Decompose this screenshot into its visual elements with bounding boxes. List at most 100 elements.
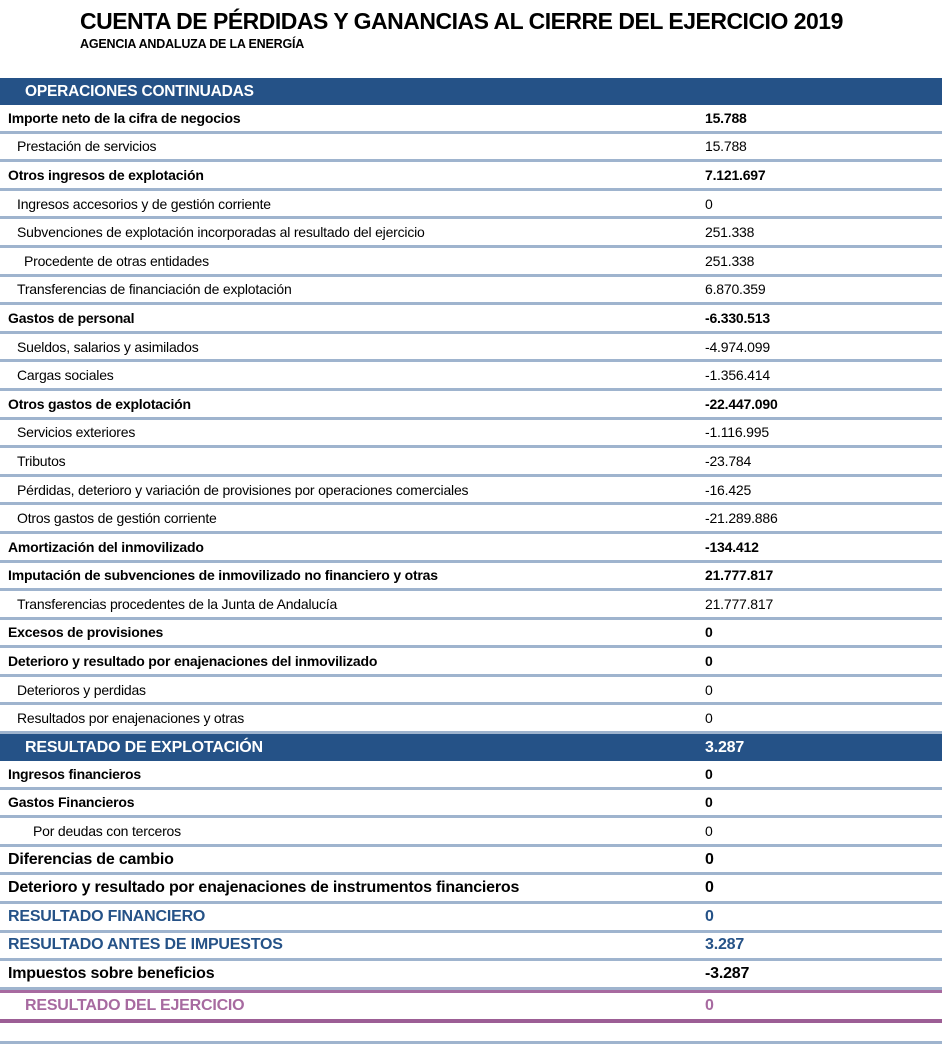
- row-label: Sueldos, salarios y asimilados: [17, 338, 199, 355]
- row-value: 251.338: [705, 224, 755, 241]
- row-label: Por deudas con terceros: [33, 823, 181, 840]
- table-row: Deterioro y resultado por enajenaciones …: [0, 875, 942, 905]
- row-value: -1.356.414: [705, 367, 770, 384]
- row-value: -22.447.090: [705, 395, 778, 412]
- row-label: Gastos de personal: [8, 309, 135, 326]
- table-row: Excesos de provisiones 0: [0, 619, 942, 649]
- row-label: Servicios exteriores: [17, 424, 136, 441]
- table-row: RESULTADO ANTES DE IMPUESTOS 3.287: [0, 932, 942, 962]
- row-value: -1.116.995: [705, 424, 769, 441]
- table-row: Deterioros y perdidas 0: [0, 676, 942, 706]
- row-label: Resultados por enajenaciones y otras: [17, 710, 245, 727]
- row-label: Tributos: [17, 452, 66, 469]
- row-label: Pérdidas, deterioro y variación de provi…: [17, 481, 469, 498]
- row-value: -3.287: [705, 965, 750, 983]
- row-value: 0: [705, 195, 713, 212]
- row-value: 0: [705, 653, 713, 670]
- row-value: 0: [705, 850, 714, 868]
- table-row: Por deudas con terceros 0: [0, 818, 942, 847]
- row-value: 0: [705, 765, 713, 782]
- table-row: RESULTADO FINANCIERO 0: [0, 904, 942, 933]
- row-label: Deterioro y resultado por enajenaciones …: [8, 653, 378, 670]
- row-value: 3.287: [705, 936, 745, 954]
- row-value: 3.287: [705, 738, 745, 756]
- row-label: Deterioros y perdidas: [17, 681, 146, 698]
- row-label: Amortización del inmovilizado: [8, 538, 204, 555]
- section-header-label: OPERACIONES CONTINUADAS: [25, 82, 254, 100]
- table-row: RESULTADO DE EXPLOTACIÓN 3.287: [0, 734, 942, 762]
- row-label: Deterioro y resultado por enajenaciones …: [8, 879, 520, 897]
- table-body: Importe neto de la cifra de negocios 15.7…: [0, 105, 942, 1023]
- section-header-band: OPERACIONES CONTINUADAS: [0, 78, 942, 105]
- profit-loss-table: OPERACIONES CONTINUADAS Importe neto de …: [0, 78, 942, 1044]
- table-row: Transferencias de financiación de explot…: [0, 276, 942, 306]
- row-value: 15.788: [705, 138, 747, 155]
- row-label: Cargas sociales: [17, 367, 114, 384]
- table-row: Tributos -23.784: [0, 448, 942, 477]
- row-label: Otros ingresos de explotación: [8, 166, 204, 183]
- row-value: 251.338: [705, 252, 755, 269]
- row-label: Impuestos sobre beneficios: [8, 965, 215, 983]
- row-label: Imputación de subvenciones de inmoviliza…: [8, 567, 438, 584]
- row-value: -134.412: [705, 538, 759, 555]
- table-row: Impuestos sobre beneficios -3.287: [0, 961, 942, 990]
- row-value: -6.330.513: [705, 309, 770, 326]
- table-row: Subvenciones de explotación incorporadas…: [0, 219, 942, 248]
- table-row: Sueldos, salarios y asimilados -4.974.099: [0, 333, 942, 363]
- row-value: 7.121.697: [705, 166, 766, 183]
- row-label: Transferencias de financiación de explot…: [17, 281, 292, 298]
- table-row: Ingresos financieros 0: [0, 761, 942, 790]
- table-row: Prestación de servicios 15.788: [0, 133, 942, 163]
- row-value: 0: [705, 710, 713, 727]
- table-row: Transferencias procedentes de la Junta d…: [0, 591, 942, 620]
- table-row: Pérdidas, deterioro y variación de provi…: [0, 476, 942, 506]
- row-label: Excesos de provisiones: [8, 624, 164, 641]
- row-label: Otros gastos de explotación: [8, 395, 191, 412]
- row-label: Importe neto de la cifra de negocios: [8, 109, 241, 126]
- row-value: 0: [705, 681, 713, 698]
- row-label: Prestación de servicios: [17, 138, 157, 155]
- row-value: 0: [705, 879, 714, 897]
- row-label: Otros gastos de gestión corriente: [17, 510, 217, 527]
- row-value: 0: [705, 907, 714, 925]
- row-value: -21.289.886: [705, 510, 778, 527]
- row-value: 0: [705, 996, 714, 1014]
- row-label: Gastos Financieros: [8, 794, 135, 811]
- row-label: RESULTADO ANTES DE IMPUESTOS: [8, 936, 283, 954]
- row-label: Ingresos accesorios y de gestión corrien…: [17, 195, 271, 212]
- table-row: Gastos de personal -6.330.513: [0, 305, 942, 334]
- row-value: -16.425: [705, 481, 752, 498]
- table-row: Gastos Financieros 0: [0, 789, 942, 819]
- row-value: 6.870.359: [705, 281, 766, 298]
- table-row: Importe neto de la cifra de negocios 15.7…: [0, 105, 942, 134]
- table-row: Ingresos accesorios y de gestión corrien…: [0, 190, 942, 220]
- table-row: Cargas sociales -1.356.414: [0, 362, 942, 391]
- row-label: RESULTADO DE EXPLOTACIÓN: [25, 738, 263, 756]
- table-row: RESULTADO DEL EJERCICIO 0: [0, 989, 942, 1023]
- row-value: 21.777.817: [705, 595, 774, 612]
- table-row: Otros gastos de gestión corriente -21.289…: [0, 505, 942, 534]
- table-row: Deterioro y resultado por enajenaciones …: [0, 648, 942, 677]
- row-value: 21.777.817: [705, 567, 774, 584]
- table-row: Procedente de otras entidades 251.338: [0, 247, 942, 277]
- row-value: 0: [705, 823, 713, 840]
- row-value: -4.974.099: [705, 338, 770, 355]
- table-row: Otros ingresos de explotación 7.121.697: [0, 162, 942, 191]
- table-footer-divider: [0, 1040, 942, 1044]
- row-value: -23.784: [705, 452, 752, 469]
- table-row: Imputación de subvenciones de inmoviliza…: [0, 562, 942, 592]
- row-value: 0: [705, 794, 713, 811]
- table-row: Diferencias de cambio 0: [0, 846, 942, 876]
- row-label: Diferencias de cambio: [8, 850, 174, 868]
- table-row: Resultados por enajenaciones y otras 0: [0, 705, 942, 735]
- table-row: Otros gastos de explotación -22.447.090: [0, 390, 942, 420]
- page-subtitle: AGENCIA ANDALUZA DE LA ENERGÍA: [80, 37, 305, 52]
- row-label: Transferencias procedentes de la Junta d…: [17, 595, 338, 612]
- table-row: Amortización del inmovilizado -134.412: [0, 533, 942, 563]
- row-label: Procedente de otras entidades: [24, 252, 209, 269]
- row-value: 15.788: [705, 109, 747, 126]
- table-row: Servicios exteriores -1.116.995: [0, 419, 942, 449]
- row-label: Subvenciones de explotación incorporadas…: [17, 224, 425, 241]
- report-header: CUENTA DE PÉRDIDAS Y GANANCIAS AL CIERRE…: [0, 0, 942, 78]
